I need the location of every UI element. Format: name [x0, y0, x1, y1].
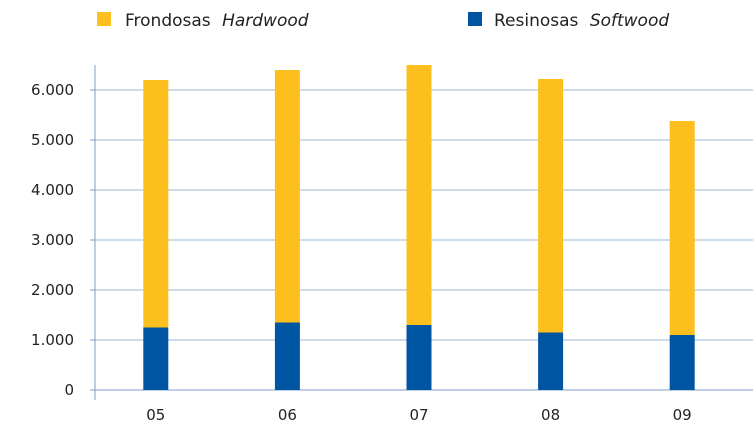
- legend-swatch-hardwood: [97, 12, 111, 26]
- y-tick-labels: 0 1.000 2.000 3.000 4.000 5.000 6.000: [31, 81, 74, 399]
- bar-segment-hardwood: [406, 65, 432, 325]
- bar-segment-hardwood: [274, 70, 300, 323]
- legend-entry-softwood: Resinosas Softwood: [468, 11, 669, 31]
- legend-label-softwood: Resinosas Softwood: [494, 11, 669, 31]
- bar-segment-softwood: [406, 325, 432, 390]
- legend-swatch-softwood: [468, 12, 482, 26]
- y-tick-label: 3.000: [31, 231, 74, 249]
- x-tick-label: 08: [541, 406, 560, 424]
- x-tick-label: 07: [409, 406, 428, 424]
- x-tick-labels: 05 06 07 08 09: [146, 406, 691, 424]
- bars: [143, 65, 695, 390]
- bar-segment-hardwood: [669, 121, 695, 335]
- y-tick-label: 6.000: [31, 81, 74, 99]
- y-tick-label: 4.000: [31, 181, 74, 199]
- bar-segment-hardwood: [538, 79, 564, 333]
- bar-segment-softwood: [669, 335, 695, 390]
- y-tick-label: 1.000: [31, 331, 74, 349]
- legend-entry-hardwood: Frondosas Hardwood: [97, 11, 309, 31]
- legend-label-hardwood: Frondosas Hardwood: [125, 11, 309, 31]
- x-tick-label: 05: [146, 406, 165, 424]
- x-tick-label: 09: [673, 406, 692, 424]
- bar-segment-softwood: [538, 332, 564, 390]
- bar-segment-hardwood: [143, 80, 169, 328]
- bar-segment-softwood: [274, 322, 300, 390]
- y-tick-label: 5.000: [31, 131, 74, 149]
- legend: Frondosas Hardwood Resinosas Softwood: [97, 11, 669, 31]
- bar-segment-softwood: [143, 327, 169, 390]
- y-tick-label: 0: [64, 381, 74, 399]
- y-tick-label: 2.000: [31, 281, 74, 299]
- x-tick-label: 06: [278, 406, 297, 424]
